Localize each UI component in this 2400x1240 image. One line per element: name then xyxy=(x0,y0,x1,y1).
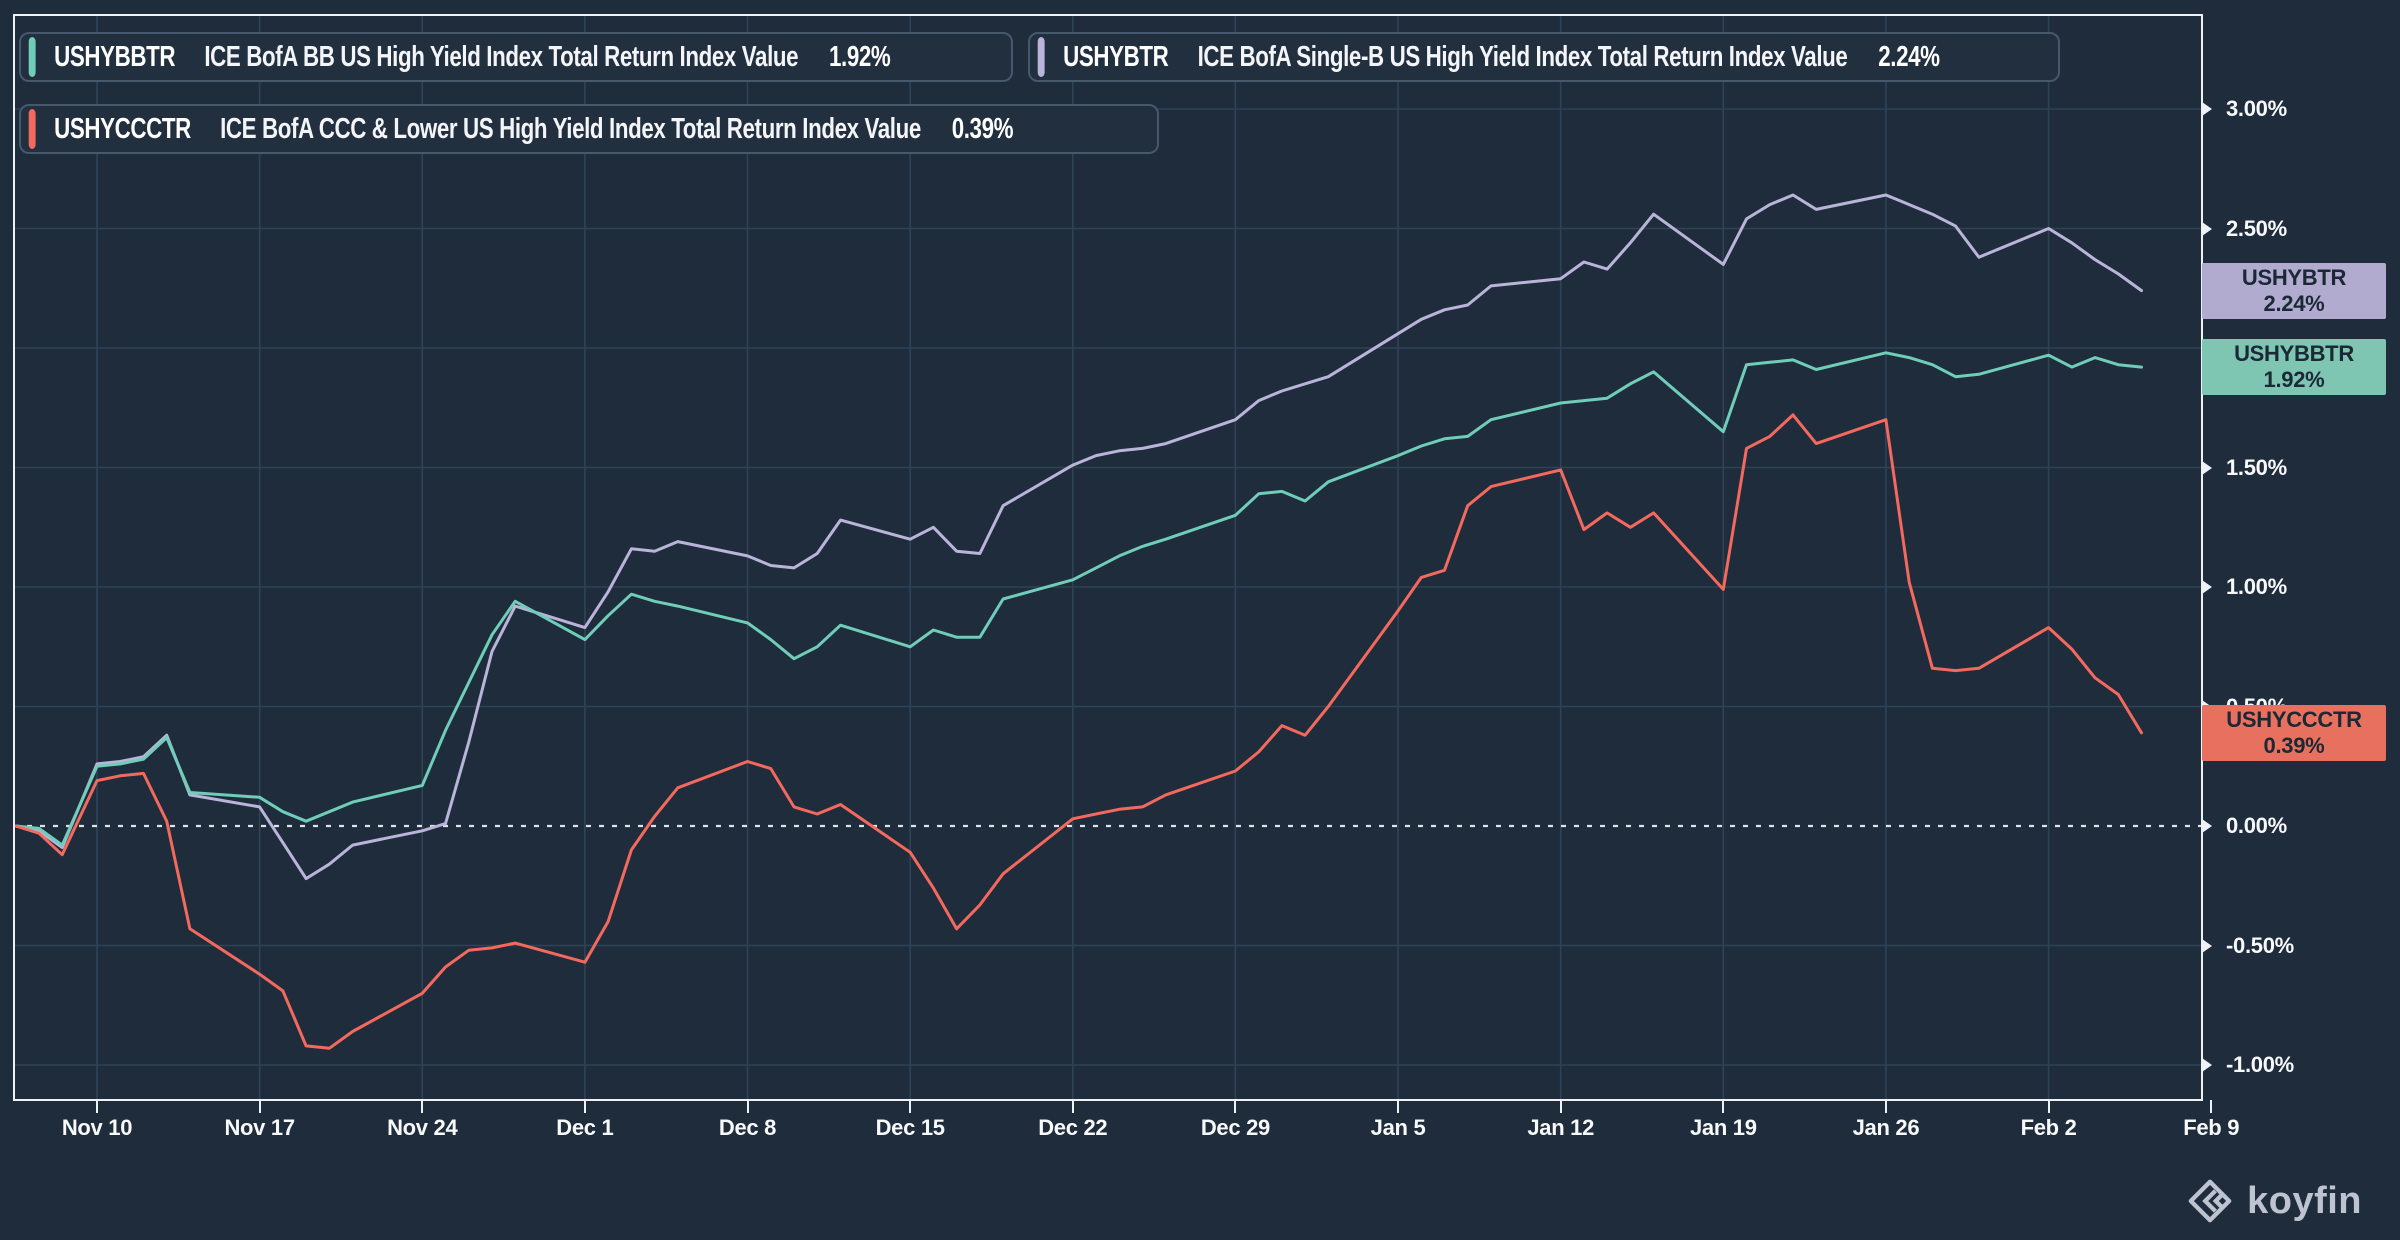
x-axis-tick xyxy=(1722,1100,1725,1113)
y-axis-tick-arrow xyxy=(2202,938,2212,953)
series-line-ushybbtr[interactable] xyxy=(14,351,2143,847)
x-axis-tick xyxy=(909,1100,912,1113)
series-color-chip-teal xyxy=(28,37,36,77)
y-axis-label: -0.50% xyxy=(2226,932,2294,958)
x-axis-tick xyxy=(96,1100,98,1113)
x-axis-tick xyxy=(1234,1100,1237,1113)
x-axis-label: Nov 17 xyxy=(224,1115,295,1140)
x-axis-tick xyxy=(1884,1100,1887,1113)
last-value-badge-ushybbtr: USHYBBTR 1.92% xyxy=(2202,339,2386,396)
x-axis-label: Dec 1 xyxy=(556,1115,614,1140)
x-axis-label: Dec 15 xyxy=(875,1115,945,1140)
y-axis-tick-arrow xyxy=(2202,819,2212,833)
x-axis-tick xyxy=(2210,1100,2213,1113)
series-color-chip-lavender xyxy=(1037,37,1045,77)
x-axis-label: Jan 5 xyxy=(1370,1115,1426,1140)
x-axis-label: Nov 10 xyxy=(61,1115,133,1140)
y-axis-tick-arrow xyxy=(2202,221,2212,236)
x-axis-tick xyxy=(583,1100,586,1113)
series-line-ushyccctr[interactable] xyxy=(14,413,2143,1050)
y-axis-label: 2.50% xyxy=(2226,215,2287,241)
legend-description: ICE BofA CCC & Lower US High Yield Index… xyxy=(220,112,921,145)
x-axis-label: Feb 9 xyxy=(2183,1115,2240,1140)
y-axis-label: 1.00% xyxy=(2226,574,2287,599)
x-axis-label: Dec 29 xyxy=(1200,1115,1270,1140)
legend-item-ushyccctr[interactable]: USHYCCCTR ICE BofA CCC & Lower US High Y… xyxy=(19,104,1159,154)
badge-ticker: USHYBTR xyxy=(2241,264,2347,290)
legend-description: ICE BofA BB US High Yield Index Total Re… xyxy=(204,40,799,73)
x-axis-tick xyxy=(258,1100,261,1113)
x-axis-label: Feb 2 xyxy=(2020,1115,2077,1140)
x-axis-tick xyxy=(421,1100,424,1113)
x-axis-tick xyxy=(1559,1100,1562,1113)
y-axis-label: 3.00% xyxy=(2226,96,2287,121)
badge-ticker: USHYBBTR xyxy=(2234,341,2354,367)
legend-item-ushybbtr[interactable]: USHYBBTR ICE BofA BB US High Yield Index… xyxy=(19,32,1013,82)
x-axis-tick xyxy=(1397,1100,1400,1113)
plot-border xyxy=(13,14,2203,1101)
legend-item-ushybtr[interactable]: USHYBTR ICE BofA Single-B US High Yield … xyxy=(1028,32,2060,82)
y-axis-tick-arrow xyxy=(2202,580,2212,594)
y-axis-label: -1.00% xyxy=(2226,1052,2294,1077)
y-axis-tick-arrow xyxy=(2202,102,2212,116)
koyfin-logo: koyfin xyxy=(2187,1178,2362,1224)
badge-value: 2.24% xyxy=(2263,290,2325,316)
x-axis-label: Nov 24 xyxy=(387,1115,458,1140)
badge-ticker: USHYCCCTR xyxy=(2226,706,2362,732)
legend-description: ICE BofA Single-B US High Yield Index To… xyxy=(1197,40,1848,73)
badge-value: 1.92% xyxy=(2263,367,2325,393)
y-axis-tick-arrow xyxy=(2202,460,2212,475)
legend-ticker: USHYCCCTR xyxy=(54,112,191,145)
x-axis-label: Jan 19 xyxy=(1689,1115,1757,1140)
x-axis-tick xyxy=(2047,1100,2050,1113)
x-axis-label: Jan 26 xyxy=(1852,1115,1920,1140)
badge-value: 0.39% xyxy=(2263,732,2325,758)
legend-value: 2.24% xyxy=(1878,40,1940,73)
series-color-chip-red xyxy=(28,109,36,149)
koyfin-diamond-icon xyxy=(2188,1179,2232,1223)
legend-value: 1.92% xyxy=(828,40,891,73)
legend-value: 0.39% xyxy=(951,112,1014,145)
legend-ticker: USHYBTR xyxy=(1063,40,1169,73)
x-axis-label: Dec 22 xyxy=(1038,1115,1108,1140)
y-axis-tick-arrow xyxy=(2202,1058,2212,1072)
x-axis-label: Dec 8 xyxy=(718,1115,777,1140)
last-value-badge-ushyccctr: USHYCCCTR 0.39% xyxy=(2202,704,2386,761)
brand-name: koyfin xyxy=(2247,1179,2362,1222)
x-axis-tick xyxy=(746,1100,749,1113)
x-axis-label: Jan 12 xyxy=(1527,1115,1595,1140)
y-axis-label: 0.00% xyxy=(2226,813,2287,838)
legend-ticker: USHYBBTR xyxy=(54,40,176,73)
y-axis-label: 1.50% xyxy=(2226,454,2287,480)
series-line-ushybtr[interactable] xyxy=(14,193,2143,881)
x-axis-tick xyxy=(1071,1100,1074,1113)
last-value-badge-ushybtr: USHYBTR 2.24% xyxy=(2202,262,2386,319)
